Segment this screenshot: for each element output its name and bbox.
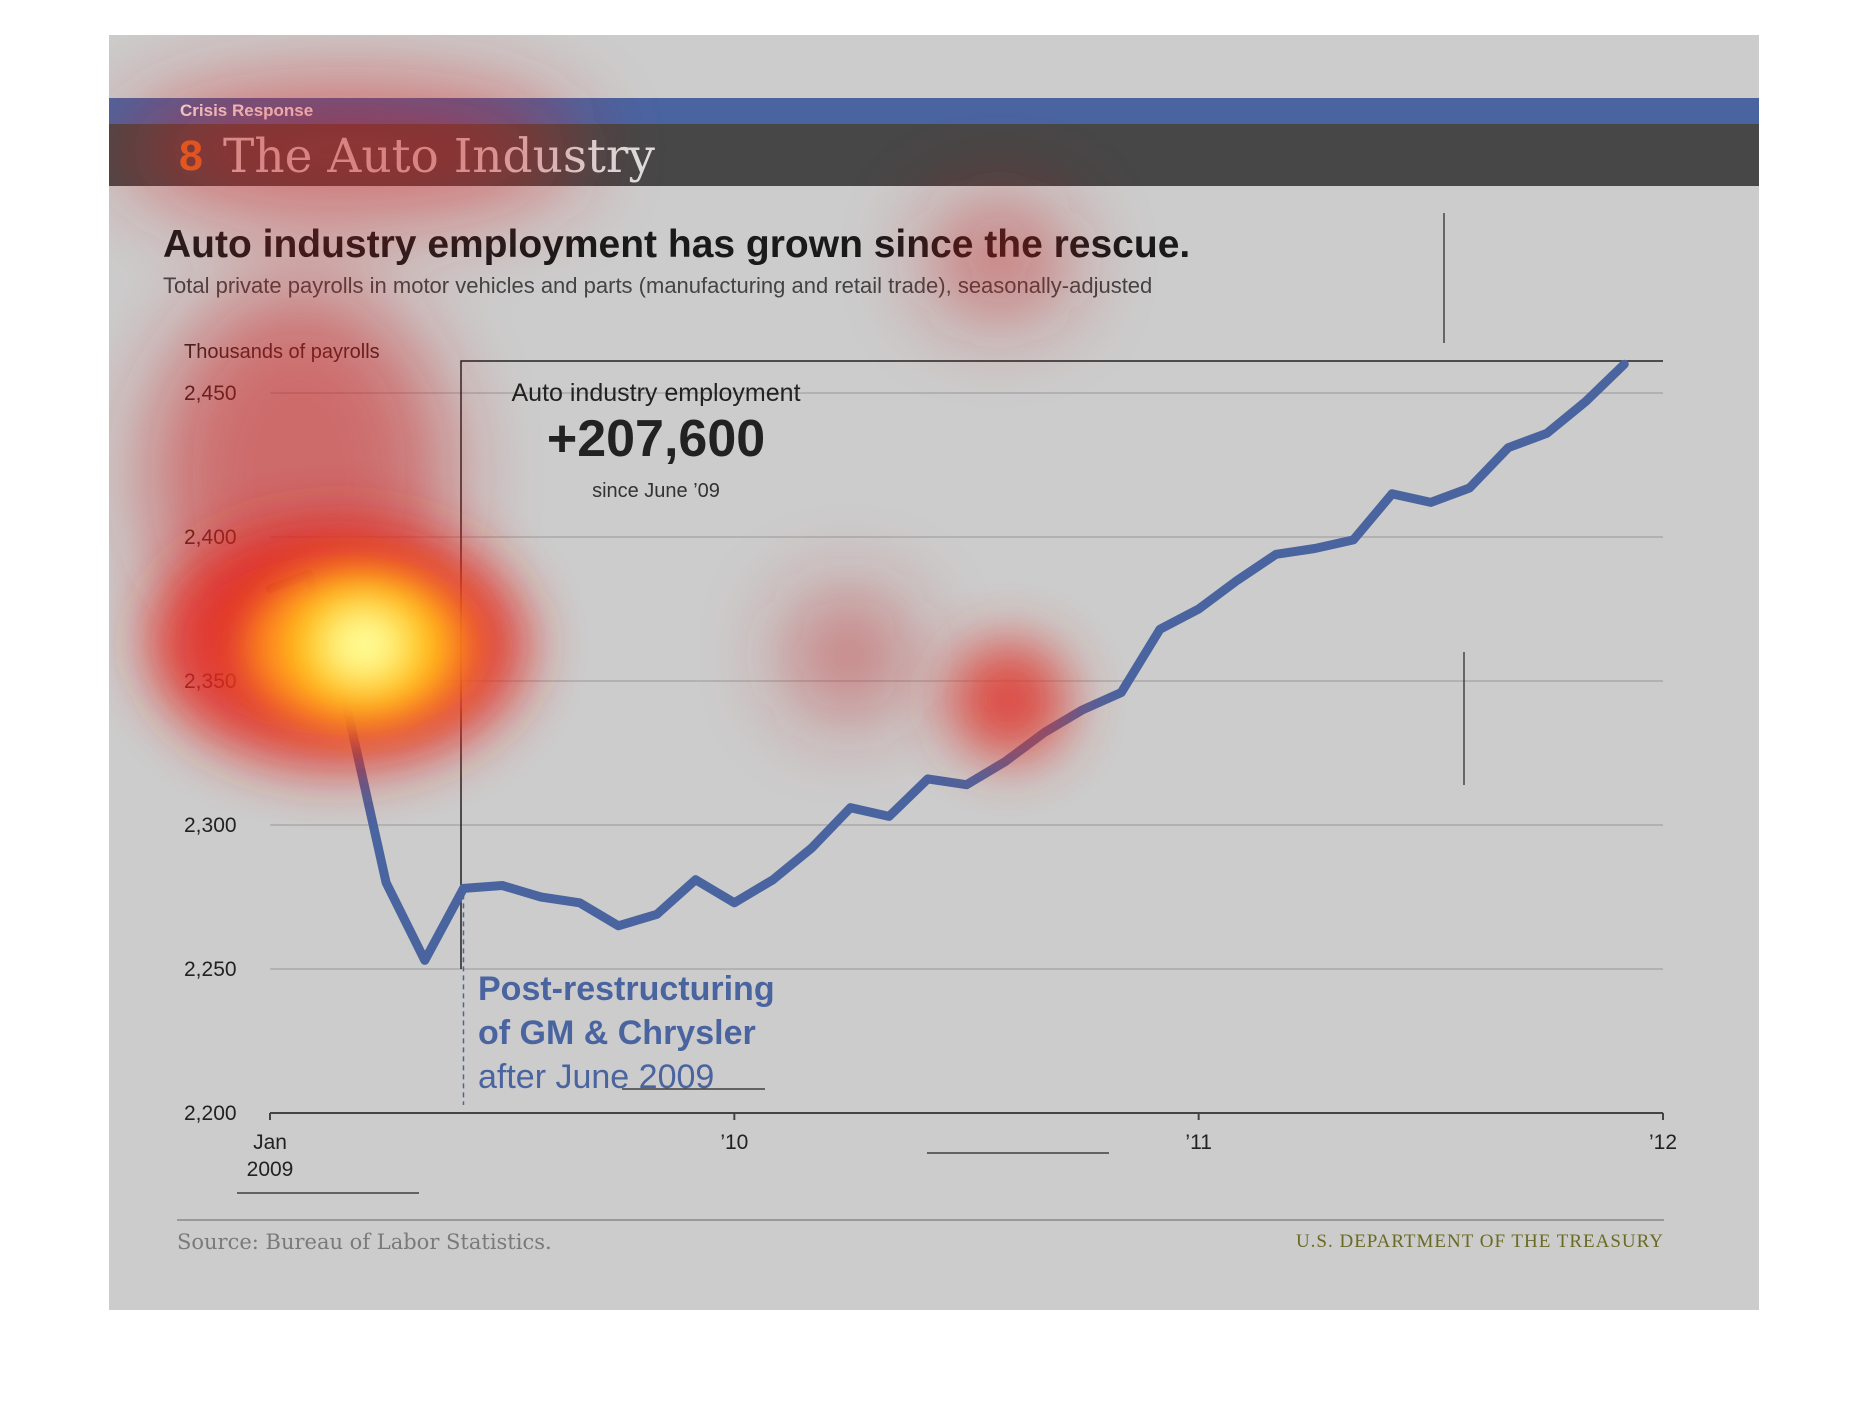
data-point bbox=[498, 881, 507, 890]
annotation-line-3: after June 2009 bbox=[478, 1058, 714, 1096]
data-point bbox=[1194, 605, 1203, 613]
data-point bbox=[1039, 728, 1048, 737]
data-point bbox=[885, 812, 894, 821]
callout-note: since June ’09 bbox=[592, 480, 720, 502]
x-axis: Jan 2009 ’10 ’11 ’12 bbox=[247, 1112, 1677, 1181]
data-point bbox=[962, 780, 971, 789]
grid-lines bbox=[270, 392, 1663, 970]
x-tick-label: ’10 bbox=[720, 1131, 748, 1154]
data-point bbox=[575, 898, 584, 907]
data-point bbox=[1388, 489, 1397, 498]
x-tick-label: ’12 bbox=[1649, 1131, 1677, 1154]
data-point bbox=[730, 898, 739, 907]
data-point bbox=[923, 774, 932, 783]
data-point bbox=[769, 875, 778, 884]
data-point bbox=[304, 570, 313, 579]
callout-value: +207,600 bbox=[547, 410, 765, 468]
data-point bbox=[1620, 360, 1629, 369]
data-point bbox=[1233, 576, 1242, 585]
annotation-line-2: of GM & Chrysler bbox=[478, 1014, 756, 1052]
data-point bbox=[846, 803, 855, 812]
series-line bbox=[265, 359, 1629, 965]
data-point bbox=[1310, 544, 1319, 553]
y-axis-ticks: 2,200 2,250 2,300 2,350 2,400 2,450 bbox=[184, 382, 237, 1125]
data-point bbox=[1155, 625, 1164, 634]
data-point bbox=[1504, 443, 1513, 452]
y-tick-label: 2,400 bbox=[184, 526, 237, 549]
data-point bbox=[807, 844, 816, 853]
y-tick-label: 2,200 bbox=[184, 1102, 237, 1125]
y-axis-label: Thousands of payrolls bbox=[184, 341, 380, 363]
y-tick-label: 2,450 bbox=[184, 382, 237, 405]
data-point bbox=[1001, 757, 1010, 766]
callout-title: Auto industry employment bbox=[511, 379, 800, 407]
y-tick-label: 2,300 bbox=[184, 814, 237, 837]
data-point bbox=[1078, 705, 1087, 714]
slide: Crisis Response 8 The Auto Industry Auto… bbox=[109, 35, 1759, 1310]
data-point bbox=[343, 705, 352, 714]
data-point bbox=[382, 878, 391, 887]
data-point bbox=[420, 956, 429, 965]
data-point bbox=[266, 584, 274, 593]
employment-line-chart: 2,200 2,250 2,300 2,350 2,400 2,450 Jan 2009 ’1… bbox=[177, 213, 1677, 1221]
x-tick-label: ’11 bbox=[1185, 1131, 1211, 1154]
data-point bbox=[614, 921, 623, 930]
x-tick-label: Jan bbox=[253, 1131, 287, 1154]
data-point bbox=[1349, 535, 1358, 544]
data-point bbox=[1426, 498, 1435, 507]
data-point bbox=[536, 893, 545, 901]
data-point bbox=[1542, 429, 1551, 438]
data-point bbox=[652, 910, 661, 919]
data-point bbox=[1581, 397, 1590, 406]
y-tick-label: 2,350 bbox=[184, 670, 237, 693]
data-point bbox=[691, 875, 700, 884]
source-note: Source: Bureau of Labor Statistics. bbox=[177, 1230, 552, 1254]
data-point bbox=[1465, 484, 1474, 493]
x-tick-label: 2009 bbox=[247, 1158, 294, 1181]
data-point bbox=[1272, 550, 1281, 559]
data-points bbox=[266, 360, 1629, 965]
publisher-name: U.S. DEPARTMENT OF THE TREASURY bbox=[1295, 1231, 1664, 1252]
data-point bbox=[1117, 688, 1126, 697]
data-point bbox=[459, 884, 468, 893]
annotation-line-1: Post-restructuring bbox=[478, 970, 775, 1008]
y-tick-label: 2,250 bbox=[184, 958, 237, 981]
